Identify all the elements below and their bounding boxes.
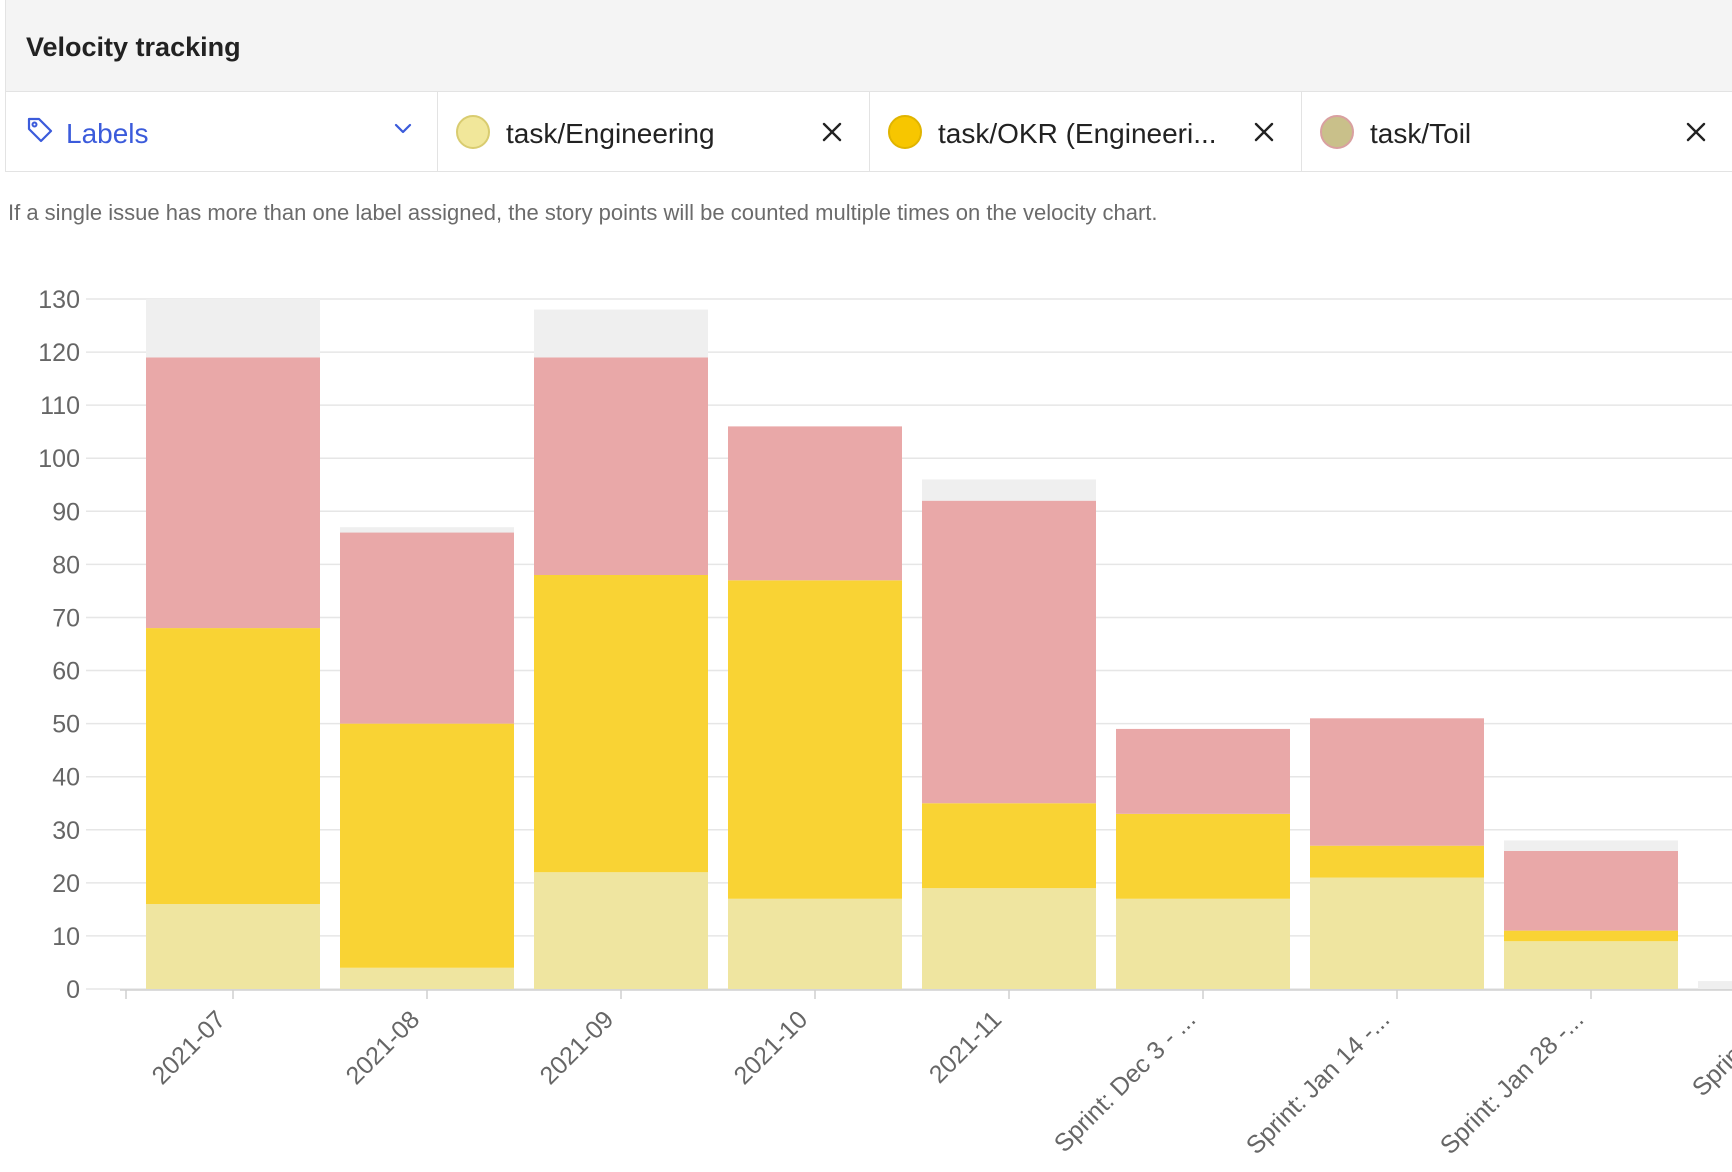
label-color-dot — [456, 115, 490, 149]
bar-segment — [922, 500, 1096, 804]
y-tick-label: 40 — [52, 764, 80, 792]
y-tick-label: 60 — [52, 658, 80, 686]
x-tick-label: 2021-09 — [535, 1005, 620, 1090]
panel-header: Velocity tracking — [5, 0, 1732, 92]
bar-segment — [146, 904, 320, 989]
bar-segment — [146, 357, 320, 629]
bar-segment — [1698, 981, 1732, 989]
close-icon[interactable] — [1685, 121, 1707, 148]
labels-dropdown[interactable]: Labels — [6, 92, 438, 171]
close-icon[interactable] — [1253, 121, 1275, 148]
y-tick-label: 100 — [38, 445, 80, 473]
bar-segment — [146, 299, 320, 358]
bar-segment — [728, 426, 902, 581]
x-tick-label: 2021-08 — [341, 1005, 426, 1090]
y-tick-label: 130 — [38, 286, 80, 314]
y-tick-label: 70 — [52, 604, 80, 632]
chevron-down-icon — [393, 122, 413, 141]
x-tick-label: Sprint: Dec 3 - ... — [1049, 1005, 1201, 1157]
bar-segment — [1504, 941, 1678, 989]
label-filter-bar: Labels task/Engineering task/OKR (Engine… — [5, 92, 1732, 172]
label-color-dot — [888, 115, 922, 149]
bar-segment — [1310, 877, 1484, 989]
bar-segment — [1116, 898, 1290, 989]
multi-label-note: If a single issue has more than one labe… — [8, 200, 1158, 225]
close-icon[interactable] — [821, 121, 843, 148]
x-tick-label: 2021-11 — [924, 1005, 1007, 1088]
x-tick-label: 2021-07 — [147, 1005, 232, 1090]
y-tick-label: 90 — [52, 498, 80, 526]
label-color-dot — [1320, 115, 1354, 149]
bar-segment — [1310, 718, 1484, 846]
bar-segment — [1504, 851, 1678, 931]
bar-segment — [340, 723, 514, 968]
y-tick-label: 0 — [66, 976, 80, 1004]
x-tick-label: Sprint: Fe — [1687, 1005, 1732, 1101]
label-chip-text: task/OKR (Engineeri... — [938, 118, 1217, 149]
bar-segment — [1116, 728, 1290, 814]
bar-segment — [534, 872, 708, 989]
y-tick-label: 30 — [52, 817, 80, 845]
y-tick-label: 20 — [52, 870, 80, 898]
y-tick-label: 120 — [38, 339, 80, 367]
bar-segment — [922, 803, 1096, 889]
panel-title: Velocity tracking — [26, 32, 241, 62]
y-tick-label: 110 — [40, 392, 80, 420]
x-tick-label: Sprint: Jan 14 -... — [1241, 1005, 1395, 1159]
bar-segment — [728, 898, 902, 989]
label-chip-toil: task/Toil — [1302, 92, 1732, 171]
bar-segment — [146, 628, 320, 905]
bar-segment — [1116, 813, 1290, 899]
label-chip-okr: task/OKR (Engineeri... — [870, 92, 1302, 171]
label-chip-text: task/Engineering — [506, 118, 715, 149]
bar-segment — [922, 888, 1096, 989]
bar-segment — [922, 479, 1096, 501]
x-tick-label: 2021-10 — [729, 1005, 814, 1090]
bar-segment — [1504, 930, 1678, 942]
bar-segment — [340, 527, 514, 533]
bar-segment — [728, 580, 902, 899]
label-chip-engineering: task/Engineering — [438, 92, 870, 171]
label-chip-text: task/Toil — [1370, 118, 1472, 149]
y-tick-label: 50 — [52, 711, 80, 739]
bar-segment — [534, 575, 708, 873]
tag-icon — [26, 116, 54, 149]
bar-segment — [534, 357, 708, 575]
y-tick-label: 80 — [52, 551, 80, 579]
x-tick-label: Sprint: Jan 28 -... — [1435, 1005, 1589, 1159]
bar-segment — [534, 309, 708, 358]
labels-dropdown-label: Labels — [66, 118, 149, 149]
y-tick-label: 10 — [52, 923, 80, 951]
bar-segment — [1310, 845, 1484, 878]
bar-segment — [340, 532, 514, 724]
bar-segment — [340, 967, 514, 989]
bar-segment — [1504, 840, 1678, 851]
